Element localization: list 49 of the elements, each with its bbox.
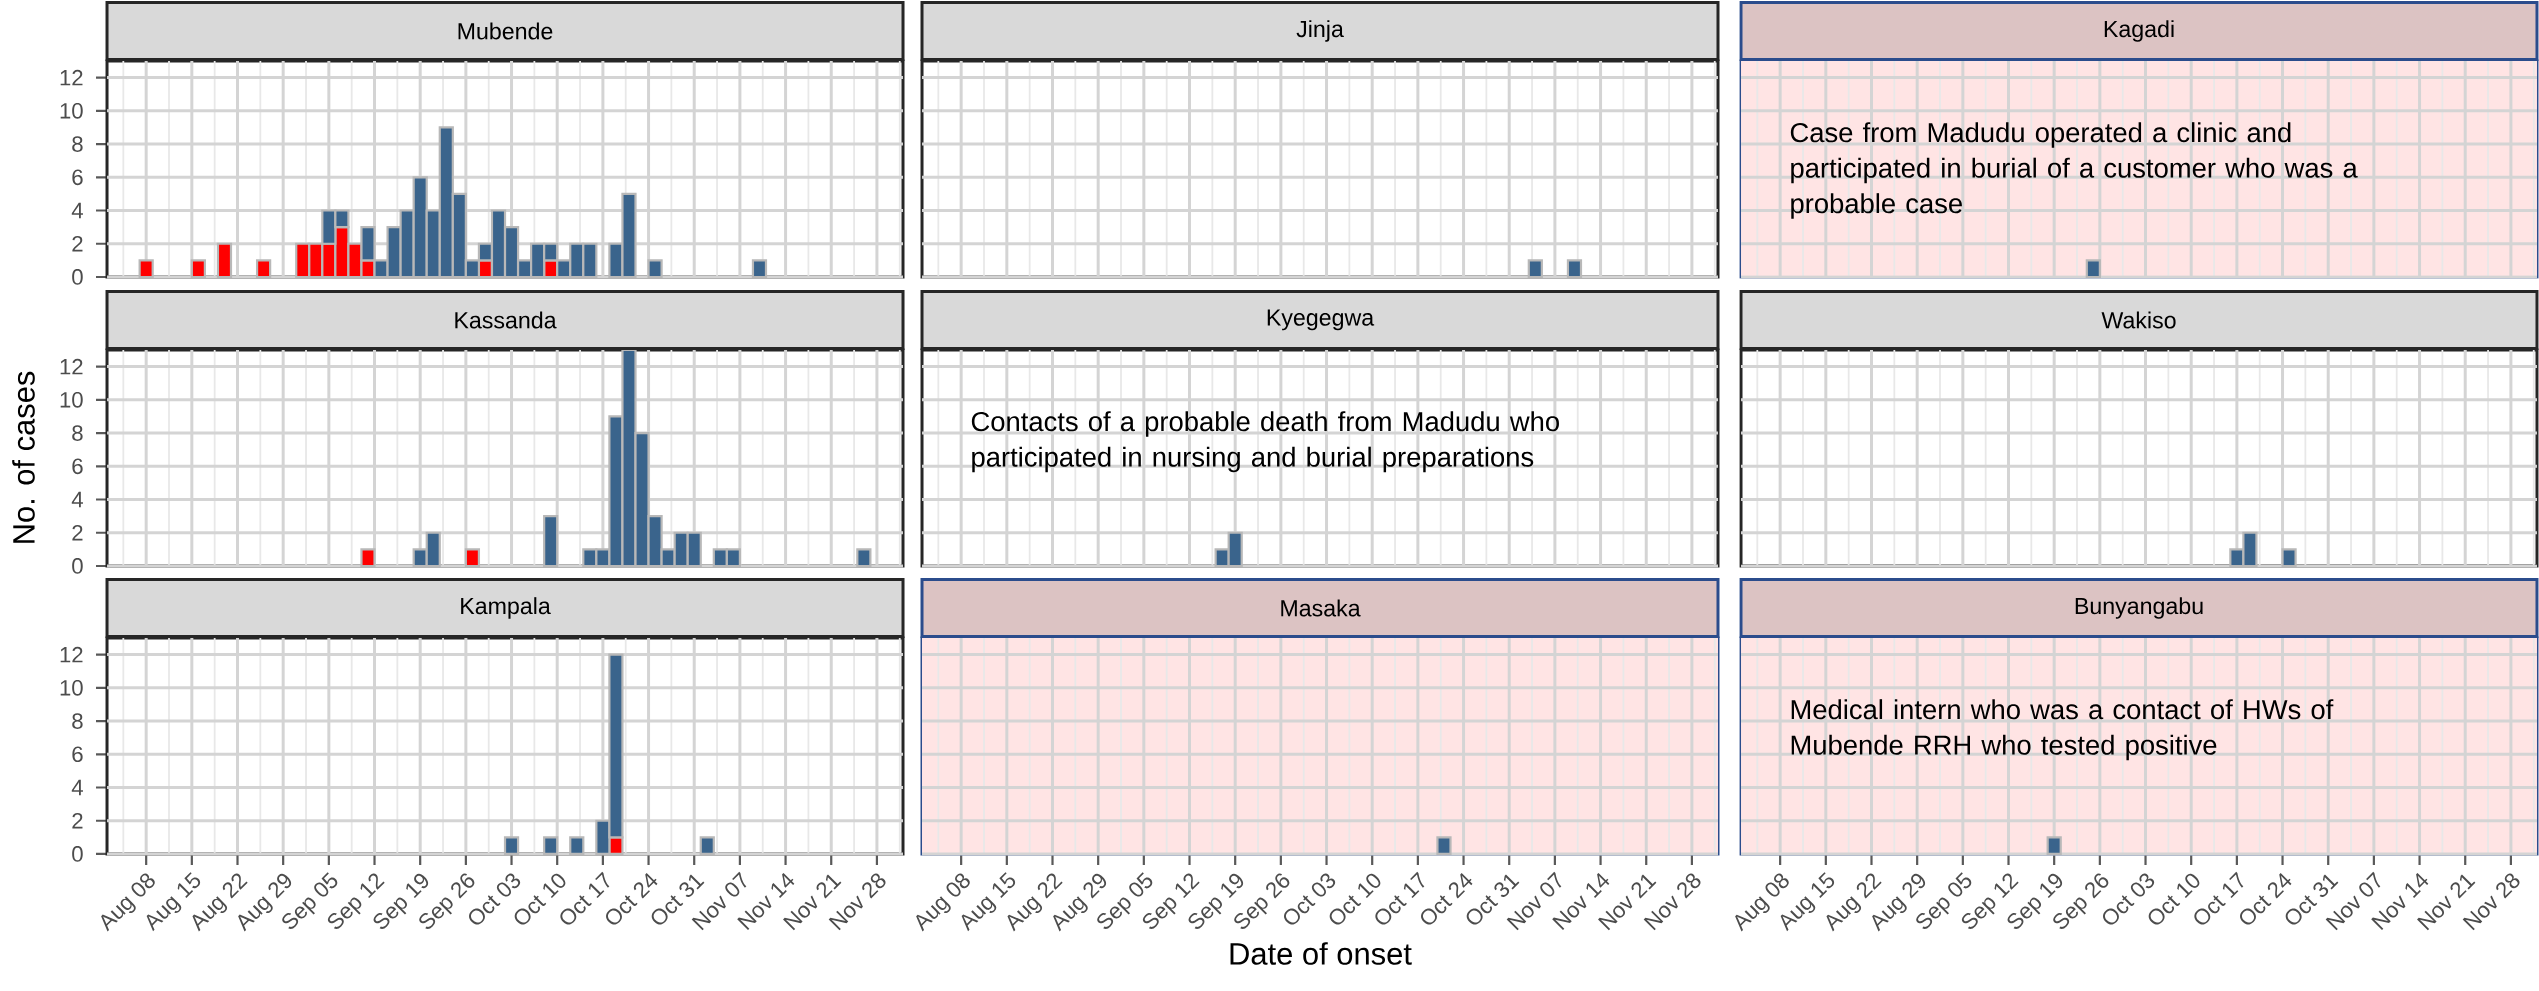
y-tick-label: 10	[60, 679, 83, 696]
annotation: Case from Madudu operated a clinic and participated in burial of a customer who was a probable case	[1790, 122, 2358, 219]
bar	[360, 548, 376, 568]
y-tick-label: 10	[60, 391, 83, 408]
y-tick-label: 2	[72, 813, 83, 829]
bar	[569, 836, 585, 856]
chart-title: Kagadi	[2104, 20, 2174, 42]
y-tick-label: 10	[60, 102, 83, 119]
bar	[190, 259, 206, 279]
bar	[503, 836, 520, 856]
bar	[464, 548, 481, 568]
bar	[255, 259, 272, 279]
chart-title: Kampala	[461, 597, 551, 619]
chart-title: Kyegegwa	[1267, 309, 1375, 331]
bar	[699, 836, 715, 856]
chart-title: Bunyangabu	[2075, 597, 2203, 619]
y-tick-label: 8	[72, 136, 83, 152]
y-tick-label: 4	[71, 491, 83, 508]
annotation: Contacts of a probable death from Madudu who participated in nursing and burial preparations	[971, 411, 1559, 473]
y-axis-title: No. of cases	[12, 371, 35, 543]
bar	[856, 548, 872, 568]
chart-title: Masaka	[1281, 599, 1361, 617]
annotation: Medical intern who was a contact of HWs of Mubende RRH who tested positive	[1791, 699, 2334, 761]
y-tick-label: 12	[60, 646, 83, 663]
chart-title: Kassanda	[455, 311, 557, 329]
y-tick-label: 0	[72, 269, 83, 285]
bar	[647, 259, 663, 279]
y-tick-label: 8	[72, 713, 83, 729]
y-tick-label: 12	[60, 69, 83, 86]
y-tick-label: 8	[72, 425, 83, 441]
y-tick-label: 2	[72, 236, 83, 252]
y-tick-label: 0	[72, 558, 83, 574]
chart-title: Jinja	[1296, 20, 1344, 42]
y-tick-label: 2	[72, 525, 83, 541]
y-tick-label: 4	[71, 779, 83, 796]
bar	[138, 259, 154, 279]
y-tick-label: 6	[72, 746, 83, 763]
chart-title: Mubende	[458, 22, 553, 40]
bar	[543, 515, 559, 568]
bar	[751, 259, 768, 279]
bar	[216, 242, 233, 279]
x-axis-title: Date of onset	[1230, 942, 1412, 965]
y-tick-label: 6	[72, 458, 83, 475]
chart-title: Wakiso	[2101, 311, 2176, 329]
y-tick-label: 0	[72, 846, 83, 862]
y-tick-label: 6	[72, 169, 83, 186]
bar	[543, 836, 559, 856]
y-tick-label: 4	[71, 202, 83, 219]
y-tick-label: 12	[60, 358, 83, 375]
